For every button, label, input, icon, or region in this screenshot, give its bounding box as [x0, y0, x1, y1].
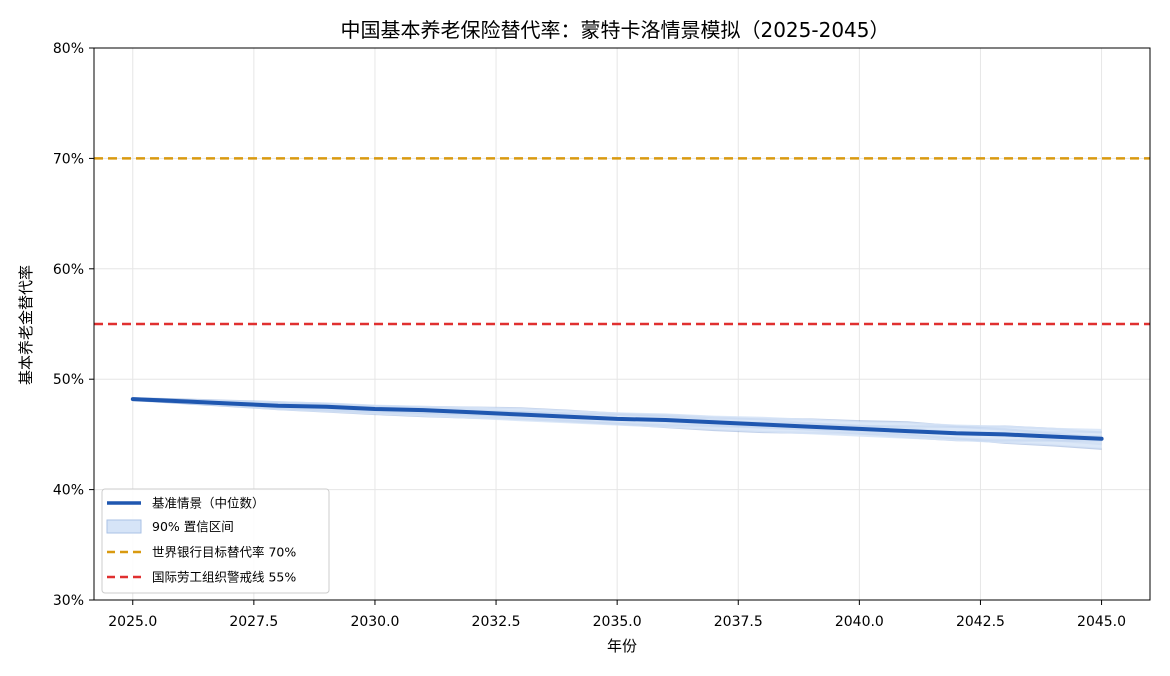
- y-tick-label: 80%: [53, 41, 84, 57]
- y-tick-label: 60%: [53, 262, 84, 278]
- legend-ilo-label: 国际劳工组织警戒线 55%: [152, 570, 296, 585]
- legend-band-swatch: [106, 519, 142, 534]
- x-tick-label: 2032.5: [472, 614, 521, 630]
- y-tick-label: 40%: [53, 483, 84, 499]
- x-tick-label: 2030.0: [350, 614, 399, 630]
- legend: 基准情景（中位数） 90% 置信区间 世界银行目标替代率 70% 国际劳工组织警…: [101, 488, 330, 594]
- y-tick-label: 70%: [53, 151, 84, 167]
- x-tick-label: 2025.0: [108, 614, 157, 630]
- x-tick-label: 2045.0: [1077, 614, 1126, 630]
- y-axis-ticks: 30% 40% 50% 60% 70% 80%: [53, 41, 94, 609]
- chart-title: 中国基本养老保险替代率：蒙特卡洛情景模拟（2025-2045）: [340, 18, 889, 42]
- x-tick-label: 2035.0: [593, 614, 642, 630]
- x-tick-label: 2042.5: [956, 614, 1005, 630]
- legend-median-label: 基准情景（中位数）: [152, 496, 265, 511]
- x-tick-label: 2040.0: [835, 614, 884, 630]
- plot-frame: [93, 47, 1151, 601]
- x-tick-label: 2037.5: [714, 614, 763, 630]
- legend-band-label: 90% 置信区间: [152, 519, 234, 534]
- y-axis-label: 基本养老金替代率: [17, 265, 35, 385]
- y-tick-label: 30%: [53, 593, 84, 609]
- legend-wb-label: 世界银行目标替代率 70%: [152, 545, 296, 560]
- x-axis-ticks: 2025.0 2027.5 2030.0 2032.5 2035.0 2037.5 2040…: [108, 600, 1126, 630]
- x-axis-label: 年份: [607, 637, 637, 655]
- y-tick-label: 50%: [53, 372, 84, 388]
- median-line: [130, 397, 1104, 441]
- legend-box: [101, 488, 330, 594]
- x-tick-label: 2027.5: [229, 614, 278, 630]
